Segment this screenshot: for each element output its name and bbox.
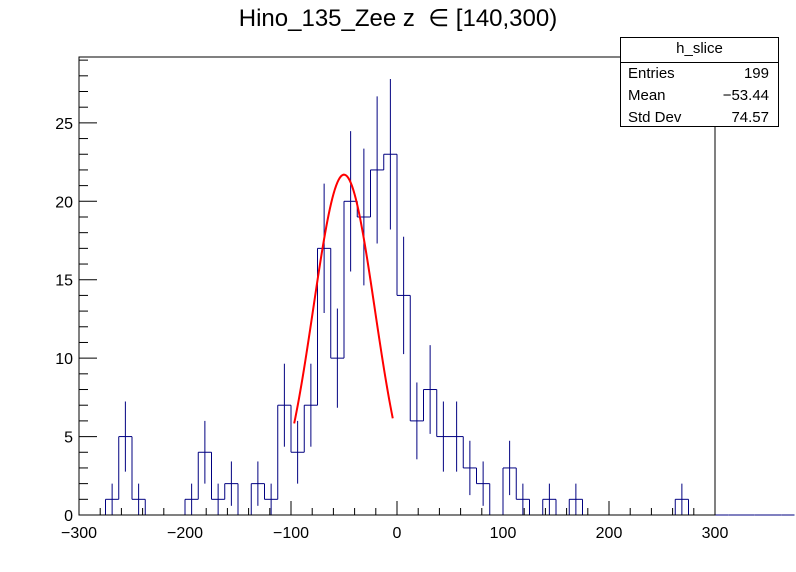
stats-box-name: h_slice	[621, 38, 778, 63]
plot-frame	[78, 56, 716, 516]
y-tick-label: 0	[64, 508, 73, 525]
tick-labels: −300 −200 −100 0 100 200 300 0 5 10 15 20 25	[55, 116, 728, 542]
y-tick-label: 5	[64, 430, 73, 447]
stats-value: −53.44	[722, 87, 769, 104]
stats-row-stddev: Std Dev 74.57	[621, 107, 778, 129]
stats-label: Entries	[628, 65, 675, 82]
x-tick-label: −200	[167, 525, 203, 542]
x-tick-label: −100	[273, 525, 309, 542]
chart-title: Hino_135_Zee z ∈ [140,300)	[238, 5, 558, 32]
fit-curve	[293, 173, 394, 424]
x-tick-label: 300	[702, 525, 729, 542]
y-tick-label: 20	[55, 194, 73, 211]
y-tick-label: 10	[55, 351, 73, 368]
x-tick-label: 100	[490, 525, 517, 542]
histogram-bins	[79, 153, 795, 516]
x-tick-label: −300	[61, 525, 97, 542]
axis-ticks	[78, 59, 716, 516]
error-bars	[111, 79, 683, 515]
gaussian-fit	[293, 173, 394, 424]
x-tick-label: 200	[596, 525, 623, 542]
stats-row-entries: Entries 199	[621, 63, 778, 85]
x-tick-label: 0	[393, 525, 402, 542]
y-tick-label: 15	[55, 273, 73, 290]
stats-label: Mean	[628, 87, 666, 104]
y-tick-label: 25	[55, 116, 73, 133]
stats-value: 74.57	[731, 109, 769, 126]
stats-row-mean: Mean −53.44	[621, 85, 778, 107]
stats-box: h_slice Entries 199 Mean −53.44 Std Dev …	[620, 37, 779, 127]
stats-value: 199	[743, 65, 769, 82]
stats-label: Std Dev	[628, 109, 682, 126]
